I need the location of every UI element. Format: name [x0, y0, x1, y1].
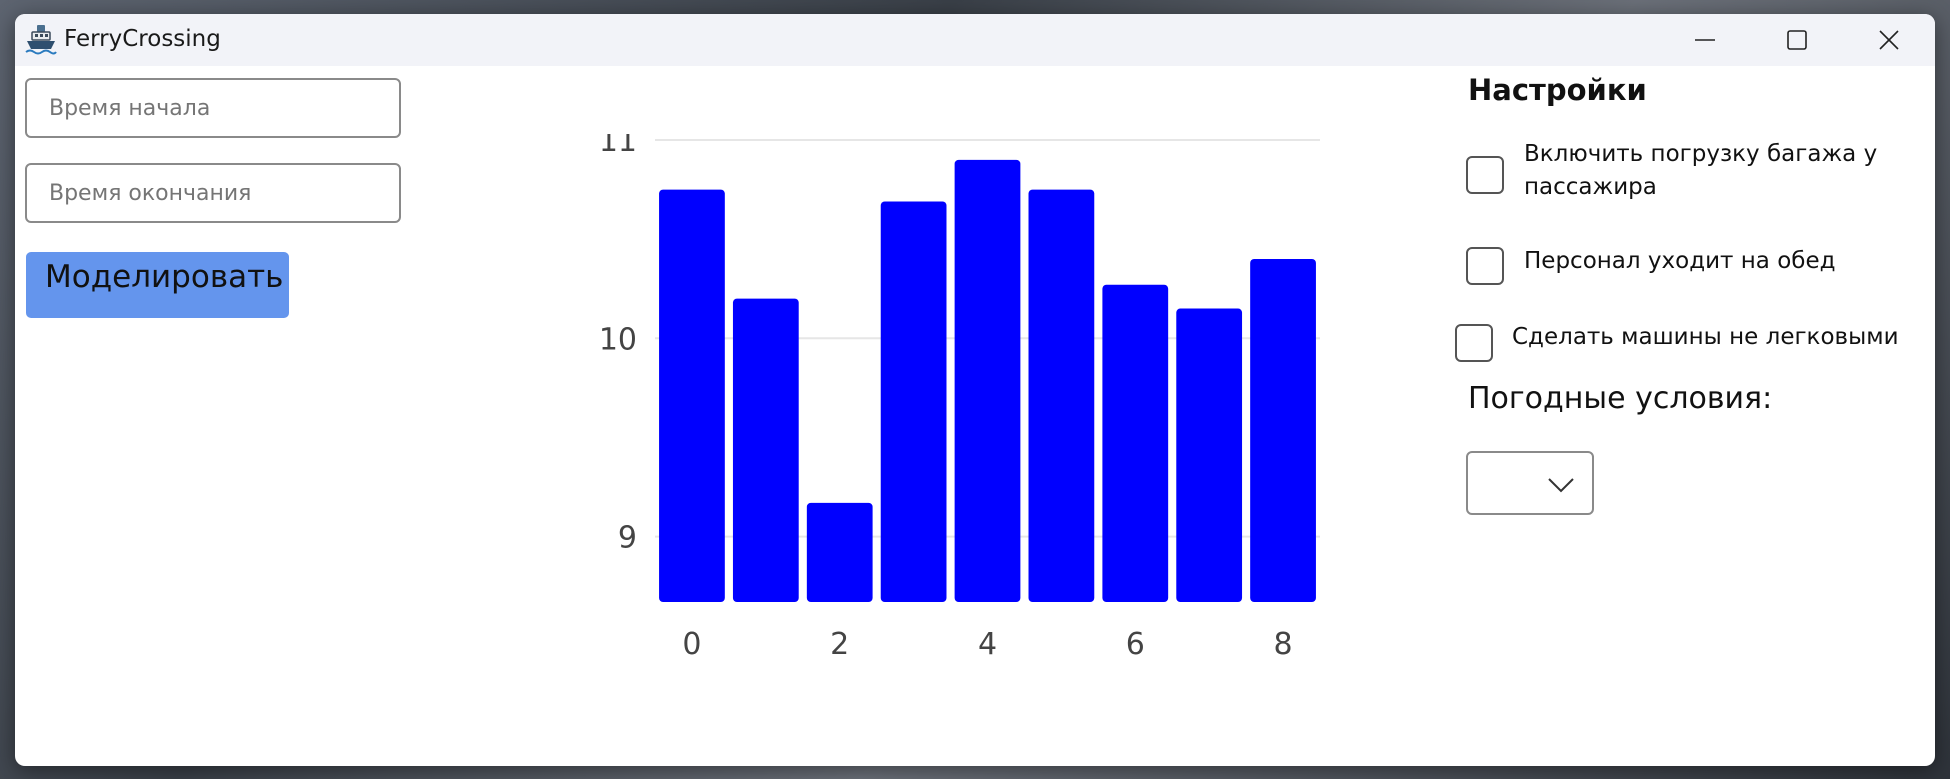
y-tick-label: 9: [618, 521, 637, 556]
staff-lunch-label: Персонал уходит на обед: [1524, 248, 1836, 274]
bar: [732, 298, 799, 602]
bar: [954, 159, 1021, 603]
bar: [880, 201, 947, 602]
luggage-loading-checkbox[interactable]: [1466, 156, 1504, 194]
title-bar[interactable]: FerryCrossing: [15, 14, 1935, 66]
x-tick-label: 8: [1274, 627, 1293, 662]
y-tick-label: 11: [599, 134, 637, 159]
non-passenger-cars-label: Сделать машины не легковыми: [1512, 324, 1899, 350]
simulate-button[interactable]: Моделировать: [26, 252, 289, 318]
bar-chart: 9 10 11 0 2 4 6 8: [599, 134, 1320, 662]
minimize-icon: [1695, 39, 1715, 41]
staff-lunch-checkbox[interactable]: [1466, 247, 1504, 285]
maximize-button[interactable]: [1751, 14, 1843, 66]
minimize-button[interactable]: [1659, 14, 1751, 66]
bar: [1250, 258, 1316, 602]
non-passenger-cars-checkbox[interactable]: [1455, 324, 1493, 362]
weather-label: Погодные условия:: [1468, 381, 1773, 416]
x-tick-label: 4: [978, 627, 997, 662]
x-tick-label: 6: [1126, 627, 1145, 662]
bar: [1028, 189, 1095, 603]
start-time-input[interactable]: [25, 78, 401, 138]
weather-select[interactable]: [1466, 451, 1594, 515]
x-tick-label: 2: [830, 627, 849, 662]
luggage-loading-label: Включить погрузку багажа у пассажира: [1524, 138, 1877, 204]
y-tick-label: 10: [599, 322, 637, 357]
bar: [806, 502, 873, 602]
bar: [1176, 308, 1243, 602]
luggage-loading-label-line1: Включить погрузку багажа у: [1524, 141, 1878, 167]
app-window: FerryCrossing Моделировать 9 10 11 0 2 4 6 8 На…: [15, 14, 1935, 766]
chevron-down-icon: [1548, 478, 1574, 493]
end-time-input[interactable]: [25, 163, 401, 223]
bar: [659, 189, 725, 603]
bar: [1102, 284, 1169, 602]
ship-icon: [25, 25, 57, 55]
close-button[interactable]: [1843, 14, 1935, 66]
x-tick-label: 0: [682, 627, 701, 662]
close-icon: [1879, 30, 1899, 50]
settings-title: Настройки: [1468, 73, 1647, 107]
luggage-loading-label-line2: пассажира: [1524, 174, 1657, 200]
window-title: FerryCrossing: [64, 26, 221, 52]
maximize-icon: [1787, 30, 1807, 50]
